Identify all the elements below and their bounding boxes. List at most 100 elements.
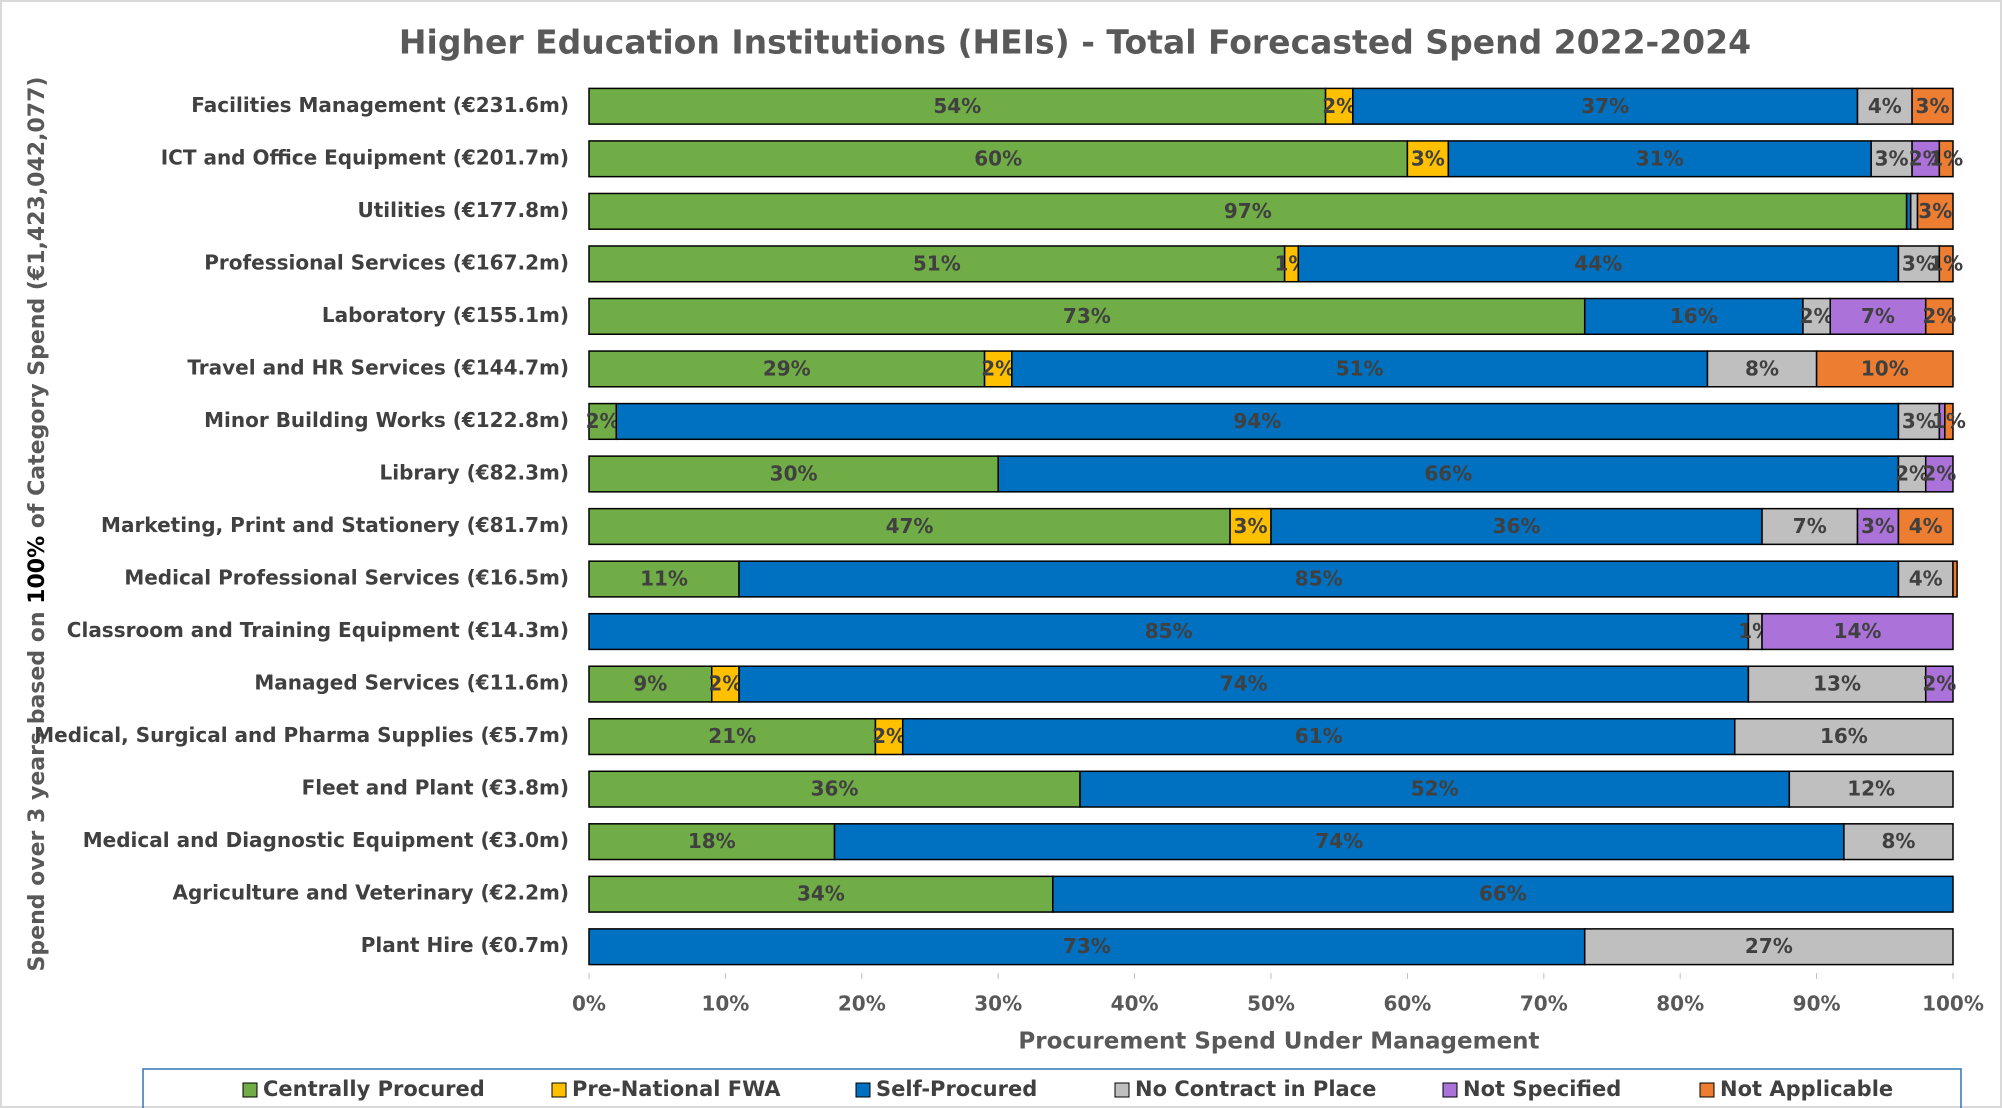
bar-segment [711,665,740,703]
data-label: 16% [1820,724,1868,748]
data-label: 2% [1922,672,1956,696]
y-tick-label: Travel and HR Services (€144.7m) [187,355,569,379]
data-label: 16% [1670,304,1718,328]
data-label: 47% [886,514,934,538]
legend-label: Pre-National FWA [572,1077,781,1101]
legend-label: Self-Procured [876,1077,1037,1101]
data-label: 85% [1145,619,1193,643]
data-label: 4% [1868,94,1902,118]
y-tick-label: Utilities (€177.8m) [357,198,569,222]
y-tick-label: Managed Services (€11.6m) [254,671,569,695]
bar-segment [1909,192,1919,230]
bar-segment [1944,402,1954,441]
legend-swatch [1442,1082,1458,1098]
bar-segment [1011,350,1709,388]
x-tick-label: 30% [974,992,1022,1016]
x-tick-label: 80% [1656,992,1704,1016]
data-label: 7% [1861,304,1895,328]
data-label: 3% [1918,199,1952,223]
y-label-part: Spend over 3 years based on [25,604,50,972]
data-label: 36% [1493,514,1541,538]
x-axis-label: Procurement Spend Under Management [1018,1029,1539,1055]
data-label: 27% [1745,934,1793,958]
data-label: 29% [763,356,811,380]
legend-swatch [1114,1082,1130,1098]
bar-segment [983,350,1013,388]
x-tick-label: 20% [838,992,886,1016]
bar-segment [1924,455,1954,493]
bar-segment [1952,560,1958,598]
bar-segment [1734,718,1954,756]
data-label: 44% [1574,251,1622,275]
bar-segment [588,665,713,703]
data-label: 2% [1922,461,1956,485]
y-tick-label: Facilities Management (€231.6m) [191,93,569,117]
data-label: 51% [1336,356,1384,380]
bar-segment [1938,140,1954,178]
data-label: 12% [1847,777,1895,801]
bar-segment [588,455,999,493]
data-label: 66% [1479,882,1527,906]
data-label: 13% [1813,672,1861,696]
data-label: 8% [1745,356,1779,380]
y-label-part: 100% [25,536,50,604]
bar-segment [1447,140,1872,178]
legend-label: Centrally Procured [263,1077,485,1101]
data-label: 61% [1295,724,1343,748]
legend-label: No Contract in Place [1135,1077,1376,1101]
y-tick-label: Medical Professional Services (€16.5m) [124,566,569,590]
bar-segment [1761,612,1954,651]
data-label: 18% [688,829,736,853]
y-axis-label: Spend over 3 years based on 100% of Cate… [25,77,50,972]
x-tick-label: 0% [572,992,606,1016]
legend-swatch [855,1082,871,1098]
bar-segment [1270,507,1763,546]
y-tick-label: Marketing, Print and Stationery (€81.7m) [101,513,569,537]
bar-segment [615,402,1900,441]
data-label: 2% [1909,146,1943,170]
y-tick-label: Plant Hire (€0.7m) [361,933,569,957]
bar-segment [588,245,1286,283]
bar-segment [588,87,1327,125]
bar-segment [1938,245,1954,283]
data-label: 94% [1233,409,1281,433]
data-label: 11% [640,567,688,591]
bar-segment [1897,245,1941,283]
bar-segment [1815,350,1954,388]
data-label: 36% [811,777,859,801]
bar-segment [1870,140,1913,178]
x-tick-label: 90% [1793,992,1841,1016]
legend-label: Not Applicable [1720,1077,1893,1101]
bar-segment [588,875,1054,913]
data-label: 3% [1234,514,1268,538]
bar-segment [1352,87,1859,125]
bar-segment [1916,192,1954,230]
data-label: 54% [933,94,981,118]
bar-segment [997,455,1900,493]
data-label: 2% [708,672,742,696]
data-label: 2% [586,409,620,433]
y-tick-label: Medical, Surgical and Pharma Supplies (€… [34,723,569,747]
legend-label: Not Specified [1463,1077,1621,1101]
bar-segment [833,823,1845,861]
data-label: 3% [1875,146,1909,170]
bar-segment [1229,507,1272,546]
bar-segment [1706,350,1818,388]
bar-segment [1897,560,1954,598]
y-tick-label: Professional Services (€167.2m) [204,250,569,274]
data-label: 9% [633,672,667,696]
x-tick-label: 100% [1922,992,1984,1016]
data-label: 1% [1929,146,1963,170]
data-label: 34% [797,882,845,906]
data-label: 51% [913,251,961,275]
x-tick-label: 50% [1247,992,1295,1016]
y-tick-label: Laboratory (€155.1m) [322,303,569,327]
y-tick-label: Fleet and Plant (€3.8m) [302,776,569,800]
bar-segment [1297,245,1900,283]
bar-segment [1583,928,1954,966]
bar-segment [588,140,1409,178]
data-label: 60% [974,146,1022,170]
bar-segment [1897,507,1954,546]
bar-segment [1911,87,1954,125]
